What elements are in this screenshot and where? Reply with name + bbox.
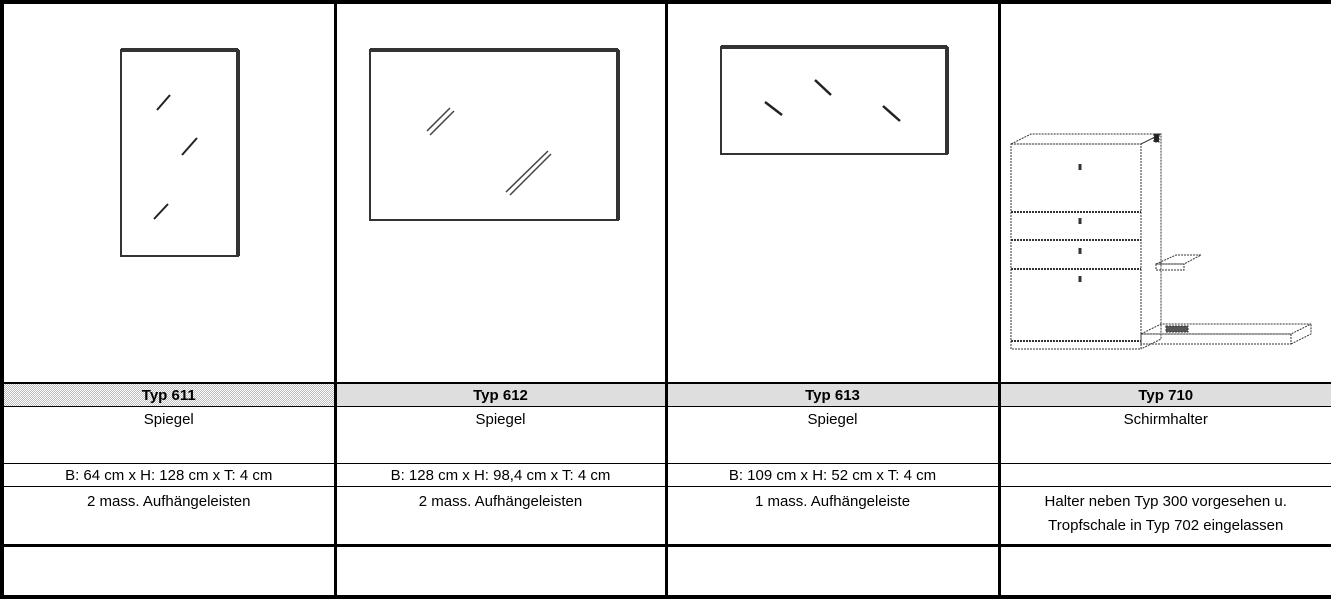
image-row	[2, 2, 1331, 383]
image-cell	[335, 2, 666, 383]
dimensions: B: 128 cm x H: 98,4 cm x T: 4 cm	[335, 464, 666, 487]
mirror-image	[4, 4, 334, 382]
empty-cell	[2, 546, 335, 598]
mirror-image	[668, 4, 998, 382]
note-line: 1 mass. Aufhängeleiste	[668, 490, 998, 514]
notes: 2 mass. Aufhängeleisten	[2, 487, 335, 546]
image-cell	[666, 2, 999, 383]
type-label: Typ 611	[2, 383, 335, 407]
cabinet-image	[1001, 4, 1331, 382]
image-cell	[999, 2, 1331, 383]
empty-row	[2, 546, 1331, 598]
dimensions-row: B: 64 cm x H: 128 cm x T: 4 cm B: 128 cm…	[2, 464, 1331, 487]
product-name: Schirmhalter	[999, 407, 1331, 464]
mirror-image	[337, 4, 667, 382]
dimensions: B: 109 cm x H: 52 cm x T: 4 cm	[666, 464, 999, 487]
empty-cell	[666, 546, 999, 598]
note-line: 2 mass. Aufhängeleisten	[337, 490, 665, 514]
empty-cell	[335, 546, 666, 598]
dimensions: B: 64 cm x H: 128 cm x T: 4 cm	[2, 464, 335, 487]
name-row: Spiegel Spiegel Spiegel Schirmhalter	[2, 407, 1331, 464]
image-cell	[2, 2, 335, 383]
note-line: 2 mass. Aufhängeleisten	[4, 490, 334, 514]
type-label: Typ 612	[335, 383, 666, 407]
note-line: Halter neben Typ 300 vorgesehen u.	[1001, 490, 1331, 514]
type-label: Typ 710	[999, 383, 1331, 407]
product-name: Spiegel	[335, 407, 666, 464]
dimensions-empty	[999, 464, 1331, 487]
type-label: Typ 613	[666, 383, 999, 407]
type-row: Typ 611 Typ 612 Typ 613 Typ 710	[2, 383, 1331, 407]
notes-row: 2 mass. Aufhängeleisten 2 mass. Aufhänge…	[2, 487, 1331, 546]
notes: 2 mass. Aufhängeleisten	[335, 487, 666, 546]
product-name: Spiegel	[666, 407, 999, 464]
notes: Halter neben Typ 300 vorgesehen u.Tropfs…	[999, 487, 1331, 546]
empty-cell	[999, 546, 1331, 598]
notes: 1 mass. Aufhängeleiste	[666, 487, 999, 546]
product-name: Spiegel	[2, 407, 335, 464]
note-line: Tropfschale in Typ 702 eingelassen	[1001, 514, 1331, 538]
